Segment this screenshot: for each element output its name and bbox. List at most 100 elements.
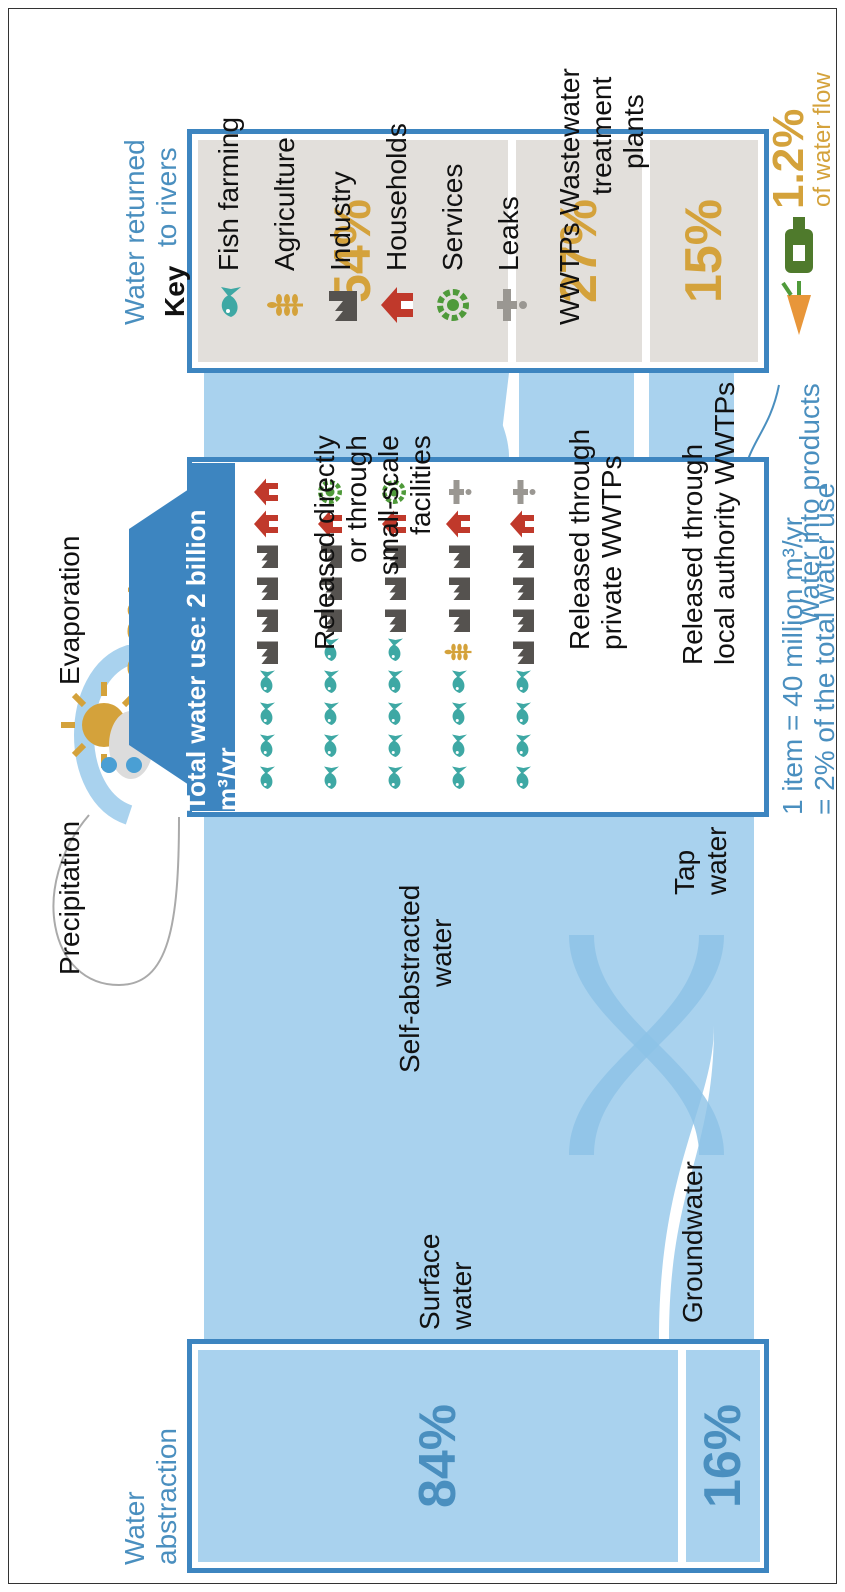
release-direct-line1: Released directly: [309, 435, 340, 650]
fish-icon: [443, 733, 497, 763]
services-icon: [379, 477, 433, 507]
fish-icon: [315, 733, 369, 763]
product-share-label: of water flow: [809, 72, 836, 207]
release-private-label: Released through private WWTPs: [564, 429, 628, 650]
flow-band-direct-long: [214, 373, 494, 457]
key-item-household: Households: [377, 123, 417, 325]
industry-icon: [321, 285, 361, 325]
services-icon: [433, 285, 473, 325]
fish-icon: [507, 765, 561, 795]
self-label-line2: water: [426, 918, 457, 987]
fish-icon: [315, 701, 369, 731]
surface-label-line1: Surface: [414, 1233, 445, 1331]
precipitation-label: Precipitation: [54, 820, 85, 975]
flow-band-private: [519, 373, 634, 457]
release-private-line1: Released through: [564, 428, 595, 650]
local-return-cell: 15%: [650, 140, 758, 362]
precipitation-loop: [52, 814, 180, 987]
fish-icon: [379, 733, 433, 763]
self-label-line1: Self-abstracted: [394, 884, 425, 1073]
industry-icon: [443, 605, 497, 635]
industry-icon: [507, 541, 561, 571]
release-local-label: Released through local authority WWTPs: [677, 382, 741, 665]
household-icon: [377, 285, 417, 325]
rain-drop-icon-2: [126, 757, 142, 773]
release-local-line1: Released through: [677, 443, 708, 665]
services-icon: [315, 477, 369, 507]
infographic-canvas: 84% 16% Water abstraction Surface water …: [9, 9, 836, 1583]
fish-icon: [251, 733, 305, 763]
fish-icon: [443, 701, 497, 731]
products-icon: [781, 217, 813, 335]
household-icon: [379, 509, 433, 539]
flow-band-groundwater: [669, 815, 754, 1339]
release-direct-line2: or through: [341, 435, 372, 563]
release-direct-label: Released directly or through small-scale…: [309, 435, 437, 650]
key-item-label: Leaks: [493, 196, 524, 271]
carrot-icon: [781, 281, 811, 335]
industry-icon: [315, 541, 369, 571]
abstraction-title-line1: Water: [119, 1491, 150, 1565]
fish-icon: [379, 765, 433, 795]
fish-icon: [443, 765, 497, 795]
ground-cell: 16%: [686, 1350, 760, 1562]
household-icon: [251, 509, 305, 539]
leaks-icon: [443, 477, 497, 507]
fish-icon: [443, 669, 497, 699]
industry-icon: [315, 573, 369, 603]
leaks-icon: [489, 285, 529, 325]
surface-pct: 84%: [409, 1403, 467, 1509]
abstraction-box: 84% 16%: [187, 1339, 769, 1573]
flow-band-cross-2: [569, 935, 724, 1155]
industry-icon: [443, 541, 497, 571]
fish-icon: [315, 637, 369, 667]
tap-label-line2: water: [701, 826, 732, 895]
key-wwtp-line2: treatment: [586, 76, 617, 195]
key-wwtp-line1: Wastewater: [554, 68, 585, 215]
rain-drop-icon: [101, 757, 117, 773]
key-wwtp-def: Wastewater treatment plants: [554, 68, 650, 215]
household-icon: [251, 477, 305, 507]
fish-icon: [379, 701, 433, 731]
ground-pct: 16%: [694, 1403, 752, 1509]
household-icon: [507, 509, 561, 539]
key-title: Key: [159, 265, 190, 317]
industry-icon: [251, 541, 305, 571]
fish-icon: [251, 669, 305, 699]
fish-icon: [251, 701, 305, 731]
fish-icon: [507, 701, 561, 731]
surface-label-line2: water: [446, 1261, 477, 1330]
key-wwtp-line3: plants: [618, 94, 649, 169]
key-item-label: Agriculture: [269, 137, 300, 271]
release-direct-line4: facilities: [405, 435, 436, 535]
product-share-pct: 1.2%: [764, 108, 813, 209]
flow-region-main: [204, 817, 244, 1339]
industry-icon: [379, 573, 433, 603]
key-item-fish: Fish farming: [209, 117, 249, 325]
industry-icon: [443, 573, 497, 603]
surface-cell: 84%: [198, 1350, 678, 1562]
industry-icon: [507, 573, 561, 603]
returned-title-line1: Water returned: [119, 139, 150, 325]
release-local-line2: local authority WWTPs: [709, 381, 740, 665]
tap-water-label: Tap water: [669, 827, 733, 895]
abstraction-title-line2: abstraction: [151, 1428, 182, 1565]
key-wwtp-abbr: WWTPs: [554, 222, 585, 325]
groundwater-label: Groundwater: [677, 1161, 708, 1323]
fish-icon: [251, 765, 305, 795]
flow-band-local: [649, 373, 734, 457]
water-into-products-label: Water into products: [794, 383, 825, 625]
local-return-pct: 15%: [675, 198, 733, 304]
industry-icon: [507, 637, 561, 667]
industry-icon: [251, 637, 305, 667]
evaporation-label: Evaporation: [54, 535, 85, 685]
surface-water-label: Surface water: [414, 1234, 478, 1331]
agriculture-icon: [443, 637, 497, 667]
release-private-line2: private WWTPs: [596, 455, 627, 650]
total-water-use-label: Total water use: 2 billion m³/yr: [181, 463, 242, 811]
key-item-leaks: Leaks: [489, 196, 529, 325]
infographic-frame: 84% 16% Water abstraction Surface water …: [8, 8, 837, 1584]
fish-icon: [209, 285, 249, 325]
agriculture-icon: [265, 285, 305, 325]
leaks-icon: [507, 477, 561, 507]
